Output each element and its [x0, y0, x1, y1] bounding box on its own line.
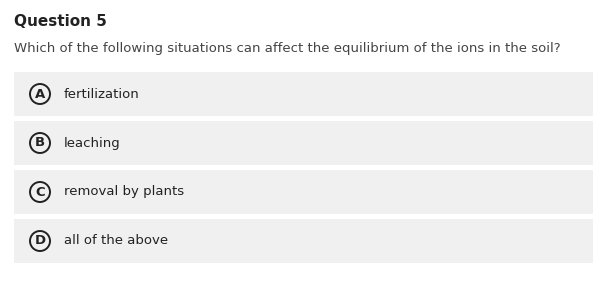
Text: removal by plants: removal by plants [64, 186, 184, 198]
FancyBboxPatch shape [14, 219, 593, 263]
FancyBboxPatch shape [14, 72, 593, 116]
Text: A: A [35, 88, 45, 100]
Text: all of the above: all of the above [64, 235, 168, 247]
Text: D: D [35, 235, 46, 247]
Text: C: C [35, 186, 45, 198]
Text: Question 5: Question 5 [14, 14, 107, 29]
Text: fertilization: fertilization [64, 88, 140, 100]
FancyBboxPatch shape [14, 170, 593, 214]
Text: B: B [35, 137, 45, 149]
FancyBboxPatch shape [14, 121, 593, 165]
Text: Which of the following situations can affect the equilibrium of the ions in the : Which of the following situations can af… [14, 42, 561, 55]
Text: leaching: leaching [64, 137, 121, 149]
